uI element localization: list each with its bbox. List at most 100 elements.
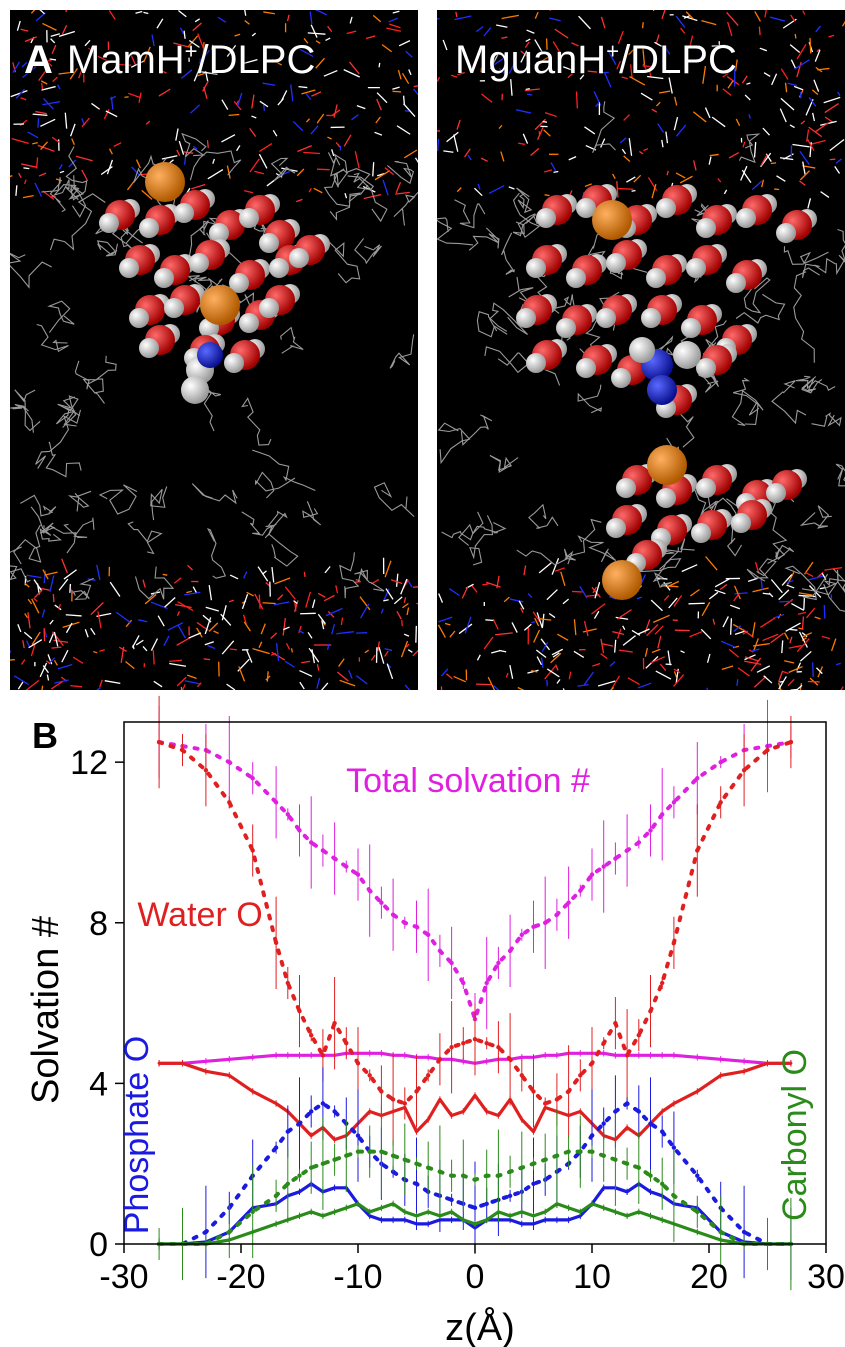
water-dotted-series — [156, 695, 794, 1146]
data-point — [496, 960, 501, 966]
data-point — [449, 1173, 454, 1178]
data-point — [320, 848, 326, 853]
data-point — [461, 1041, 466, 1046]
data-point — [344, 1206, 348, 1210]
data-point — [380, 1051, 383, 1055]
data-point — [695, 848, 700, 853]
data-point — [472, 1205, 478, 1211]
data-point — [274, 1222, 278, 1226]
data-point — [601, 864, 606, 869]
data-point — [695, 1230, 699, 1234]
data-point — [648, 1173, 653, 1178]
data-point — [461, 1173, 466, 1178]
data-point — [461, 980, 466, 986]
data-point — [298, 1214, 301, 1218]
data-point — [649, 1053, 652, 1057]
water-o-annotation: Water O — [137, 896, 262, 934]
data-point — [648, 1121, 653, 1126]
data-point — [554, 912, 560, 917]
data-point — [543, 1210, 547, 1214]
data-point — [321, 1214, 325, 1218]
data-point — [636, 840, 641, 845]
data-point — [390, 1169, 396, 1174]
panel-b-letter: B — [32, 715, 58, 756]
data-point — [367, 888, 372, 893]
data-point — [719, 1057, 723, 1061]
y-tick-label: 0 — [89, 1226, 108, 1264]
data-point — [368, 1051, 372, 1055]
mamh-molecular-render — [10, 10, 418, 690]
data-point — [741, 767, 747, 773]
data-point — [204, 1069, 208, 1073]
data-point — [543, 1101, 548, 1106]
mamh-dlpc-snapshot: A MamH+/DLPC — [10, 10, 418, 690]
data-point — [578, 888, 583, 893]
lipid-sticks — [10, 10, 418, 690]
data-point — [508, 1214, 512, 1218]
data-point — [355, 1061, 361, 1066]
data-point — [390, 1097, 396, 1102]
data-point — [578, 1149, 583, 1154]
data-point — [355, 1133, 361, 1138]
x-tick-label: -10 — [333, 1258, 382, 1296]
data-point — [273, 1145, 279, 1150]
data-point — [578, 1073, 583, 1078]
data-point — [379, 900, 384, 905]
data-point — [204, 1059, 208, 1063]
data-point — [309, 1053, 313, 1057]
data-point — [532, 1214, 535, 1218]
data-point — [624, 1161, 630, 1166]
data-point — [380, 1206, 383, 1210]
data-point — [332, 1020, 337, 1026]
data-point — [379, 1149, 384, 1154]
data-point — [180, 747, 185, 753]
plot-area — [156, 695, 794, 1291]
data-point — [554, 1097, 560, 1102]
data-point — [614, 1053, 617, 1057]
data-point — [578, 1110, 582, 1113]
data-point — [484, 1041, 489, 1046]
data-point — [578, 1214, 582, 1218]
data-point — [695, 776, 700, 781]
data-point — [566, 1089, 571, 1094]
data-point — [532, 1130, 535, 1133]
data-point — [636, 1033, 641, 1038]
data-point — [415, 1214, 418, 1218]
data-point — [367, 1073, 372, 1078]
data-point — [320, 1161, 326, 1166]
data-point — [472, 1037, 478, 1042]
data-point — [450, 1210, 453, 1214]
x-tick-label: 0 — [466, 1258, 485, 1296]
data-point — [203, 767, 209, 773]
data-point — [742, 1059, 746, 1063]
data-point — [485, 1218, 489, 1222]
y-axis-label: Solvation # — [25, 916, 67, 1104]
data-point — [507, 1057, 513, 1062]
data-point — [719, 1073, 723, 1077]
data-point — [578, 1051, 582, 1055]
data-point — [742, 1069, 746, 1073]
data-point — [625, 1214, 629, 1218]
data-point — [508, 1218, 512, 1222]
data-point — [227, 1073, 231, 1077]
data-point — [449, 1197, 454, 1203]
solvation-cluster — [516, 184, 817, 600]
data-point — [566, 1149, 571, 1154]
data-point — [227, 800, 232, 805]
x-tick-label: 30 — [807, 1258, 845, 1296]
data-point — [601, 1041, 606, 1046]
data-point — [203, 1229, 209, 1235]
data-point — [250, 1209, 255, 1215]
data-point — [624, 1053, 630, 1058]
data-point — [251, 1055, 255, 1059]
data-point — [765, 747, 770, 753]
data-point — [461, 1218, 465, 1222]
solvation-chart: B -30 -20 -10 0 10 20 30 0 4 8 12 Solvation # z(Å)… — [25, 695, 845, 1347]
mguanh-label: MguanH+/DLPC — [455, 38, 737, 82]
y-tick-label: 8 — [89, 905, 108, 943]
data-point — [520, 1118, 524, 1121]
data-point — [624, 1101, 630, 1106]
data-point — [333, 1210, 336, 1214]
data-point — [484, 980, 489, 986]
data-point — [531, 1089, 536, 1094]
